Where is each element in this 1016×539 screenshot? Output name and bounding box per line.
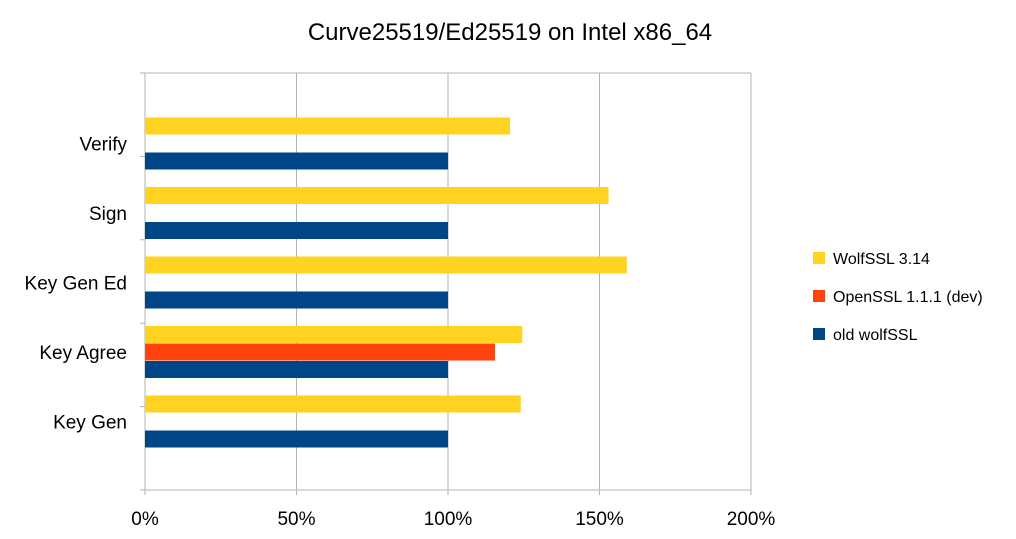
category-label: Sign: [89, 204, 127, 225]
x-tick-label: 0%: [131, 509, 159, 530]
legend-label: old wolfSSL: [833, 327, 918, 344]
chart-title: Curve25519/Ed25519 on Intel x86_64: [308, 19, 712, 46]
bar-old-wolfssl-sign: [145, 222, 448, 239]
legend-swatch: [813, 252, 825, 264]
legend: WolfSSL 3.14 OpenSSL 1.1.1 (dev) old wolfS…: [813, 251, 983, 344]
bar-openssl-1-1-1-dev-key-agree: [145, 343, 495, 361]
bar-old-wolfssl-key-gen: [145, 430, 448, 448]
legend-swatch: [813, 290, 825, 302]
bar-wolfssl-3-14-sign: [145, 187, 609, 204]
category-label: Key Gen: [53, 413, 127, 434]
legend-label: OpenSSL 1.1.1 (dev): [833, 289, 983, 306]
bar-wolfssl-3-14-verify: [145, 117, 511, 135]
x-tick-label: 200%: [727, 509, 776, 530]
bar-old-wolfssl-key-agree: [145, 361, 448, 378]
legend-swatch: [813, 328, 825, 340]
bar-old-wolfssl-key-gen-ed: [145, 291, 448, 309]
category-label: Key Agree: [39, 343, 127, 364]
legend-label: WolfSSL 3.14: [833, 251, 930, 268]
x-tick-label: 50%: [277, 509, 315, 530]
x-tick-label: 150%: [575, 509, 624, 530]
bar-wolfssl-3-14-key-gen-ed: [145, 256, 627, 274]
bar-wolfssl-3-14-key-agree: [145, 326, 523, 343]
x-tick-label: 100%: [424, 509, 473, 530]
category-label: Verify: [79, 135, 127, 156]
bar-old-wolfssl-verify: [145, 152, 448, 170]
plot-area: Verify Sign Key Gen Ed Key Agree Key Gen 0% 50…: [25, 72, 776, 530]
category-label: Key Gen Ed: [25, 274, 127, 295]
bar-wolfssl-3-14-key-gen: [145, 395, 521, 413]
